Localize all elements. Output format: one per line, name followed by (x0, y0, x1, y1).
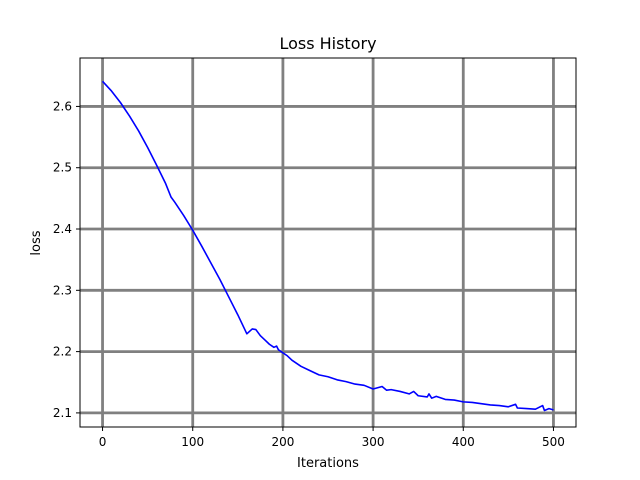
x-tick-label: 200 (271, 435, 294, 449)
y-tick-label: 2.2 (53, 345, 72, 359)
series-layer (101, 80, 554, 412)
y-tick-label: 2.5 (53, 161, 72, 175)
y-tick-label: 2.6 (53, 99, 72, 113)
x-tick-label: 0 (99, 435, 107, 449)
x-tick-label: 500 (542, 435, 565, 449)
x-tick-label: 300 (362, 435, 385, 449)
tick-layer: 0 100 200 300 400 500 2.1 2.2 2.3 2.4 2.5 2.6 (53, 99, 565, 449)
y-tick-label: 2.1 (53, 406, 72, 420)
y-tick-label: 2.4 (53, 222, 72, 236)
loss-series-line (101, 80, 554, 412)
x-tick-label: 100 (181, 435, 204, 449)
grid-layer (80, 58, 576, 427)
x-axis-label: Iterations (297, 456, 359, 471)
y-tick-label: 2.3 (53, 283, 72, 297)
y-axis-label: loss (29, 230, 44, 255)
axes-frame (79, 57, 577, 428)
x-tick-label: 400 (452, 435, 475, 449)
chart-title: Loss History (279, 34, 376, 53)
